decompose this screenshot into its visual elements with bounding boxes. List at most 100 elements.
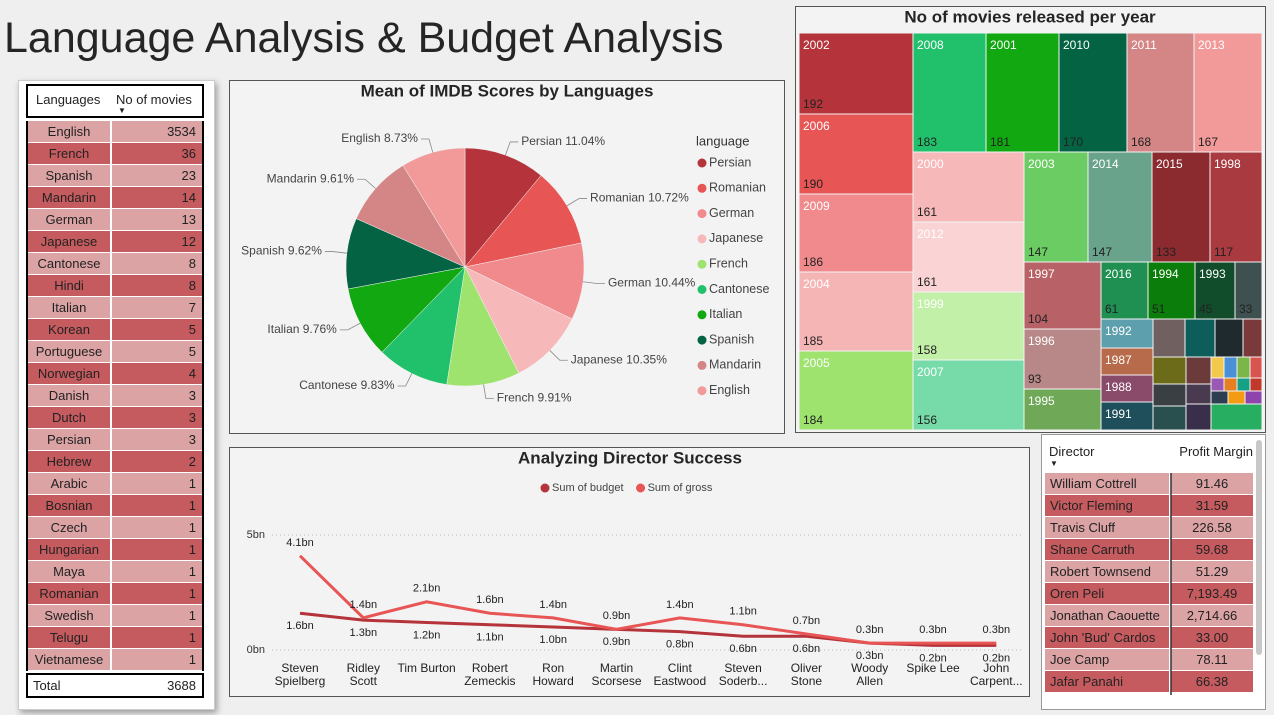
treemap-tile (1210, 356, 1225, 379)
x-tick-label: Woody Allen (851, 661, 889, 688)
data-label: 1.4bn (666, 599, 694, 611)
language-cell: Bosnian (28, 495, 110, 516)
director-cell: Robert Townsend (1045, 561, 1169, 582)
languages-total: Total 3688 (26, 673, 204, 698)
x-tick-label: Spike Lee (906, 661, 960, 675)
table-row: Swedish 1 (28, 605, 202, 627)
count-cell: 36 (112, 143, 202, 164)
data-label: 0.3bn (919, 624, 947, 636)
header-cell: Profit Margin (1179, 444, 1253, 459)
tile-value: 156 (917, 413, 937, 427)
table-row: Vietnamese 1 (28, 649, 202, 671)
data-label: Italian 9.76% (267, 322, 337, 336)
treemap-tile (1236, 377, 1251, 392)
tile-value: 161 (917, 275, 937, 289)
legend-label: Sum of gross (648, 482, 713, 494)
pie-slice (464, 147, 542, 268)
count-cell: 7 (112, 297, 202, 318)
count-cell: 2 (112, 451, 202, 472)
legend-label: Romanian (709, 181, 766, 195)
scrollbar[interactable] (1256, 440, 1262, 655)
languages-body: English 3534 French 36 Spanish 23 Mandarin 14 Ge… (26, 121, 204, 671)
legend-label: Cantonese (709, 282, 770, 296)
data-label: Romanian 10.72% (590, 191, 689, 205)
tile-label: 2003 (1028, 157, 1055, 171)
treemap-tile (1152, 318, 1186, 358)
tile-label: 1996 (1028, 334, 1055, 348)
margin-cell: 78.11 (1171, 649, 1253, 670)
count-cell: 3 (112, 407, 202, 428)
tile-label: 1997 (1028, 267, 1055, 281)
tile-label: 2002 (803, 38, 830, 52)
data-label: 0.6bn (729, 643, 757, 655)
language-cell: Cantonese (28, 253, 110, 274)
language-cell: Persian (28, 429, 110, 450)
tile-label: 2006 (803, 119, 830, 133)
legend-swatch (697, 183, 707, 193)
director-cell: Victor Fleming (1045, 495, 1169, 516)
treemap-tile (912, 359, 1025, 431)
table-row: Mandarin 14 (28, 187, 202, 209)
count-cell: 1 (112, 517, 202, 538)
legend-label: Spanish (709, 332, 754, 346)
count-cell: 1 (112, 627, 202, 648)
table-row: Shane Carruth 59.68 (1045, 539, 1253, 561)
language-cell: Vietnamese (28, 649, 110, 670)
y-tick-label: 0bn (247, 644, 265, 656)
data-label: 0.9bn (603, 610, 631, 622)
treemap-tile (1058, 32, 1128, 153)
sort-icon[interactable]: ▼ (118, 106, 126, 115)
table-row: Korean 5 (28, 319, 202, 341)
language-cell: Italian (28, 297, 110, 318)
treemap-tile (1210, 403, 1263, 431)
tile-value: 168 (1131, 135, 1151, 149)
tile-value: 185 (803, 334, 823, 348)
treemap-tile (1152, 356, 1187, 385)
data-label: 0.2bn (983, 652, 1011, 664)
tile-label: 2012 (917, 227, 944, 241)
margin-cell: 226.58 (1171, 517, 1253, 538)
table-row: Spanish 23 (28, 165, 202, 187)
margin-cell: 33.00 (1171, 627, 1253, 648)
language-cell: Korean (28, 319, 110, 340)
count-cell: 3 (112, 429, 202, 450)
margin-cell: 7,193.49 (1171, 583, 1253, 604)
count-cell: 1 (112, 561, 202, 582)
treemap-tile (985, 32, 1060, 153)
data-label: Mandarin 9.61% (267, 171, 355, 185)
table-row: Japanese 12 (28, 231, 202, 253)
leader-line (420, 138, 434, 153)
leader-line (505, 141, 519, 156)
margin-cell: 2,714.66 (1171, 605, 1253, 626)
pie-slice (446, 266, 520, 387)
legend-title: language (696, 133, 750, 148)
data-label: 1.6bn (286, 620, 314, 632)
data-label: English 8.73% (341, 131, 418, 145)
tile-label: 1995 (1028, 394, 1055, 408)
tile-value: 192 (803, 97, 823, 111)
x-tick-label: Steven Soderb... (718, 661, 768, 688)
x-tick-label: Robert Zemeckis (464, 661, 516, 688)
treemap-tile (1242, 318, 1263, 358)
table-row: Hebrew 2 (28, 451, 202, 473)
tile-value: 190 (803, 177, 823, 191)
language-cell: Hungarian (28, 539, 110, 560)
legend-swatch (636, 483, 646, 493)
sort-icon[interactable]: ▼ (1050, 459, 1058, 468)
tile-value: 117 (1214, 245, 1233, 259)
director-cell: Joe Camp (1045, 649, 1169, 670)
director-cell: Oren Peli (1045, 583, 1169, 604)
data-label: 1.4bn (539, 599, 567, 611)
language-cell: Hebrew (28, 451, 110, 472)
tile-value: 133 (1156, 245, 1176, 259)
treemap-tile (798, 350, 914, 431)
data-label: 1.4bn (350, 599, 378, 611)
tile-label: 1987 (1105, 353, 1132, 367)
table-row: Dutch 3 (28, 407, 202, 429)
language-cell: French (28, 143, 110, 164)
tile-label: 2013 (1198, 38, 1225, 52)
tile-value: 181 (990, 135, 1010, 149)
chart-title: No of movies released per year (904, 7, 1156, 26)
tile-value: 183 (917, 135, 937, 149)
